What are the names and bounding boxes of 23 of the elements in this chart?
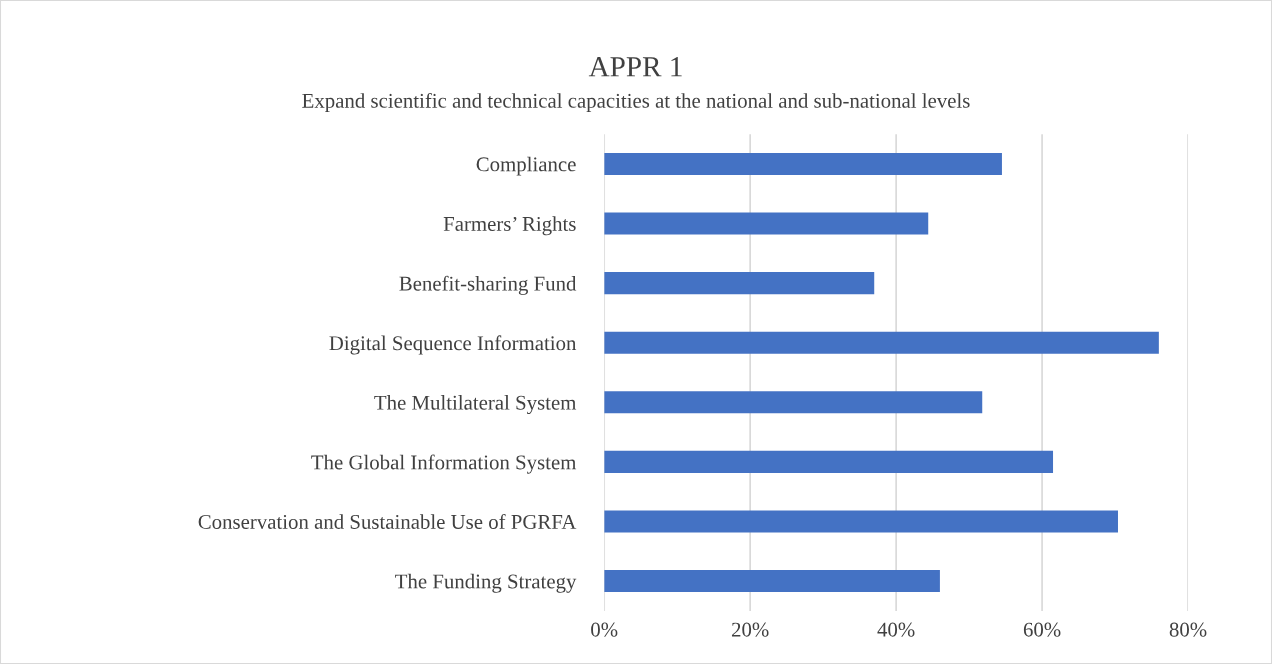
x-tick-label: 40% bbox=[877, 622, 915, 637]
bar bbox=[604, 272, 875, 295]
y-tick-label: Benefit-sharing Fund bbox=[399, 275, 577, 295]
y-tick-label: The Global Information System bbox=[311, 454, 577, 474]
y-tick-label: Digital Sequence Information bbox=[329, 335, 577, 355]
bar bbox=[604, 331, 1159, 354]
x-tick-label: 20% bbox=[731, 622, 769, 637]
bar bbox=[604, 570, 940, 593]
chart-subtitle: Expand scientific and technical capacities at the national and sub-national levels bbox=[302, 92, 970, 113]
chart-title: APPR 1 bbox=[588, 57, 682, 77]
y-tick-label: Conservation and Sustainable Use of PGRFA bbox=[198, 514, 577, 529]
x-tick-label: 80% bbox=[1169, 622, 1207, 637]
bar bbox=[604, 391, 983, 414]
y-tick-label: Farmers’ Rights bbox=[443, 216, 576, 236]
x-tick-label: 60% bbox=[1023, 622, 1061, 637]
bar bbox=[604, 152, 1002, 175]
bar bbox=[604, 510, 1118, 533]
y-tick-label: The Multilateral System bbox=[374, 395, 577, 415]
x-tick-label: 0% bbox=[591, 622, 618, 637]
bar bbox=[604, 212, 929, 235]
y-tick-label: Compliance bbox=[476, 156, 576, 176]
bar bbox=[604, 450, 1054, 473]
y-tick-label: The Funding Strategy bbox=[395, 573, 577, 593]
